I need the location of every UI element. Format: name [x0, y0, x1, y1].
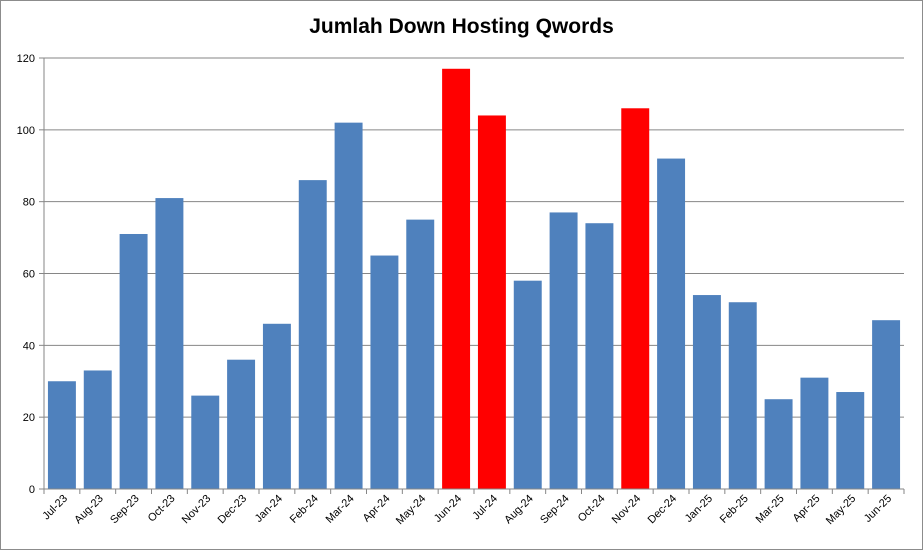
- y-tick-label: 20: [23, 412, 35, 424]
- bar-aug-23: [83, 370, 112, 489]
- y-tick-label: 120: [17, 53, 35, 65]
- x-tick-label: Feb-24: [288, 493, 321, 526]
- bar-jan-24: [262, 323, 291, 489]
- x-tick-label: Dec-23: [216, 493, 250, 527]
- x-tick-label: Jul-23: [40, 493, 70, 523]
- x-tick-label: Jan-25: [683, 493, 715, 525]
- bar-sep-24: [549, 212, 578, 490]
- y-tick-label: 40: [23, 340, 35, 352]
- x-tick-label: Apr-25: [791, 493, 823, 525]
- x-tick-label: Jul-24: [470, 493, 500, 523]
- bar-oct-23: [155, 198, 184, 489]
- x-tick-label: May-24: [394, 493, 428, 527]
- x-tick-label: Jun-25: [862, 493, 894, 525]
- bar-dec-24: [657, 158, 686, 490]
- chart-title: Jumlah Down Hosting Qwords: [309, 15, 614, 38]
- x-tick-label: Jun-24: [432, 493, 464, 525]
- x-tick-label: Nov-24: [610, 493, 644, 527]
- x-tick-label: Feb-25: [718, 493, 751, 526]
- bar-oct-24: [585, 223, 614, 489]
- x-tick-label: Aug-23: [72, 493, 106, 527]
- axes: [43, 58, 904, 490]
- x-tick-label: Oct-23: [146, 493, 178, 525]
- x-tick-label: Sep-24: [538, 493, 572, 527]
- bar-jul-24: [477, 115, 506, 489]
- x-tick-labels: Jul-23 Aug-23 Sep-23 Oct-23 Nov-23 Dec-23 Jan-…: [40, 493, 894, 527]
- bar-apr-25: [800, 377, 829, 489]
- bar-feb-25: [728, 302, 757, 489]
- x-tick-label: Nov-23: [180, 493, 214, 527]
- y-tick-label: 0: [29, 484, 35, 496]
- x-tick-label: May-25: [824, 493, 858, 527]
- x-tick-label: Sep-23: [108, 493, 142, 527]
- bar-sep-23: [119, 233, 148, 489]
- bar-apr-24: [370, 255, 399, 489]
- bar-jul-23: [47, 381, 76, 489]
- x-tick-label: Mar-24: [324, 493, 357, 526]
- gridlines: [39, 57, 905, 494]
- bar-may-25: [836, 392, 865, 489]
- bar-jun-24: [442, 68, 471, 490]
- bar-feb-24: [298, 180, 327, 489]
- bar-jun-25: [872, 320, 901, 489]
- y-tick-label: 60: [23, 269, 35, 281]
- y-tick-labels: 0 20 40 60 80 100 120: [17, 53, 35, 496]
- x-tick-label: Jan-24: [253, 493, 285, 525]
- y-tick-label: 80: [23, 197, 35, 209]
- x-tick-label: Apr-24: [361, 493, 393, 525]
- bar-jan-25: [692, 295, 721, 489]
- y-tick-label: 100: [17, 125, 35, 137]
- bar-aug-24: [513, 280, 542, 489]
- bar-nov-24: [621, 108, 650, 490]
- bar-dec-23: [227, 359, 256, 489]
- x-tick-label: Aug-24: [502, 493, 536, 527]
- bar-mar-25: [764, 399, 793, 489]
- x-tick-label: Oct-24: [576, 493, 608, 525]
- bars: [47, 68, 901, 490]
- bar-mar-24: [334, 122, 363, 490]
- bar-may-24: [406, 219, 435, 489]
- bar-nov-23: [191, 395, 220, 489]
- x-tick-label: Dec-24: [646, 493, 680, 527]
- x-tick-label: Mar-25: [754, 493, 787, 526]
